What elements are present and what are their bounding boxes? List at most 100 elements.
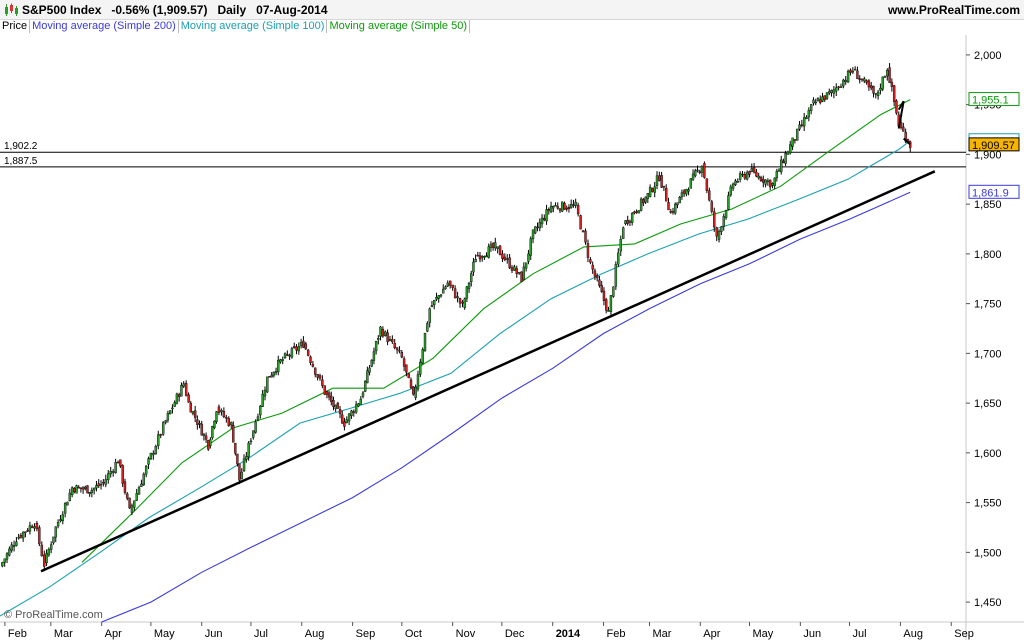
candle-body — [347, 413, 351, 422]
candle-body — [152, 453, 155, 456]
value-label-box — [968, 137, 1020, 152]
candle-body — [426, 323, 429, 332]
candle-body — [388, 339, 392, 341]
candle-body — [254, 421, 257, 433]
candle-body — [38, 527, 41, 545]
candle-body — [49, 544, 53, 550]
candle-body — [116, 461, 120, 464]
candle-body — [727, 195, 730, 210]
candle-body — [821, 96, 824, 102]
candle-body — [591, 264, 594, 270]
candle-body — [314, 367, 317, 375]
candle-body — [556, 206, 559, 209]
candle-body — [168, 410, 172, 415]
legend-ma-200[interactable]: Moving average (Simple 200) — [30, 20, 179, 33]
candle-body — [626, 219, 629, 224]
legend-price[interactable]: Price — [0, 20, 31, 33]
candle-body — [99, 483, 103, 486]
candle-body — [768, 179, 772, 188]
candle-body — [653, 186, 656, 193]
candle-body — [902, 126, 905, 132]
candle-body — [771, 183, 774, 186]
candle-body — [635, 211, 638, 213]
candle-body — [731, 183, 735, 189]
candle-body — [757, 175, 760, 179]
candle-body — [470, 273, 473, 283]
candle-body — [157, 434, 160, 446]
candle-body — [17, 536, 20, 539]
candle-body — [543, 218, 546, 221]
candle-body — [476, 254, 480, 257]
candle-body — [177, 394, 181, 397]
candle-body — [200, 423, 203, 436]
candle-body — [409, 379, 413, 388]
candle-body — [853, 68, 857, 71]
y-tick-label: 1,500 — [974, 547, 1002, 559]
candle-body — [835, 87, 838, 92]
candle-body — [256, 416, 260, 421]
candle-body — [755, 171, 758, 177]
candle-body — [639, 198, 643, 211]
candle-body — [137, 487, 141, 495]
candle-body — [56, 521, 60, 527]
candle-body — [193, 410, 197, 418]
candle-body — [45, 552, 48, 564]
candle-body — [846, 70, 850, 83]
candle-body — [745, 172, 749, 180]
candle-body — [245, 456, 248, 460]
candle-body — [759, 177, 763, 182]
candle-body — [299, 342, 303, 346]
candle-body — [832, 89, 836, 94]
candle-body — [92, 487, 96, 491]
candle-body — [102, 481, 105, 484]
candle-body — [605, 299, 608, 311]
candle-body — [400, 352, 404, 358]
candle-body — [121, 465, 124, 484]
legend-ma-100[interactable]: Moving average (Simple 100) — [179, 20, 328, 33]
candle-body — [722, 216, 725, 227]
candle-body — [589, 259, 592, 263]
candle-body — [28, 525, 32, 532]
candle-body — [407, 373, 410, 379]
candle-body — [777, 169, 781, 172]
candle-body — [236, 453, 239, 465]
candle-body — [354, 404, 358, 413]
candle-body — [149, 452, 153, 460]
candle-body — [97, 483, 100, 487]
indicator-legend: Price Moving average (Simple 200) Moving a… — [0, 20, 471, 34]
candle-body — [377, 338, 380, 340]
candle-body — [766, 180, 770, 183]
candle-body — [660, 175, 663, 188]
candle-body — [527, 253, 530, 262]
candle-body — [446, 282, 449, 287]
candle-body — [720, 226, 723, 232]
candle-body — [581, 230, 585, 232]
candle-body — [341, 414, 344, 424]
y-tick-label: 1,550 — [974, 498, 1002, 510]
legend-ma-50[interactable]: Moving average (Simple 50) — [327, 20, 471, 33]
site-url[interactable]: www.ProRealTime.com — [887, 3, 1020, 17]
candle-body — [304, 343, 307, 350]
candle-body — [496, 246, 499, 249]
candle-body — [796, 128, 799, 141]
x-tick-label: Feb — [607, 628, 626, 640]
candle-body — [485, 255, 488, 258]
candle-body — [70, 487, 74, 496]
candle-body — [227, 418, 230, 426]
candle-body — [576, 204, 580, 215]
candle-body — [513, 266, 516, 271]
candle-body — [270, 374, 273, 378]
candle-body — [501, 253, 504, 259]
candle-body — [842, 79, 845, 87]
candle-body — [266, 376, 269, 393]
candle-body — [593, 270, 597, 277]
candle-body — [558, 208, 562, 211]
candle-body — [144, 465, 148, 475]
candle-body — [419, 361, 422, 375]
candle-body — [166, 413, 170, 421]
candle-body — [793, 139, 797, 141]
candle-body — [451, 284, 454, 288]
candle-body — [517, 272, 521, 274]
candle-body — [825, 92, 829, 99]
